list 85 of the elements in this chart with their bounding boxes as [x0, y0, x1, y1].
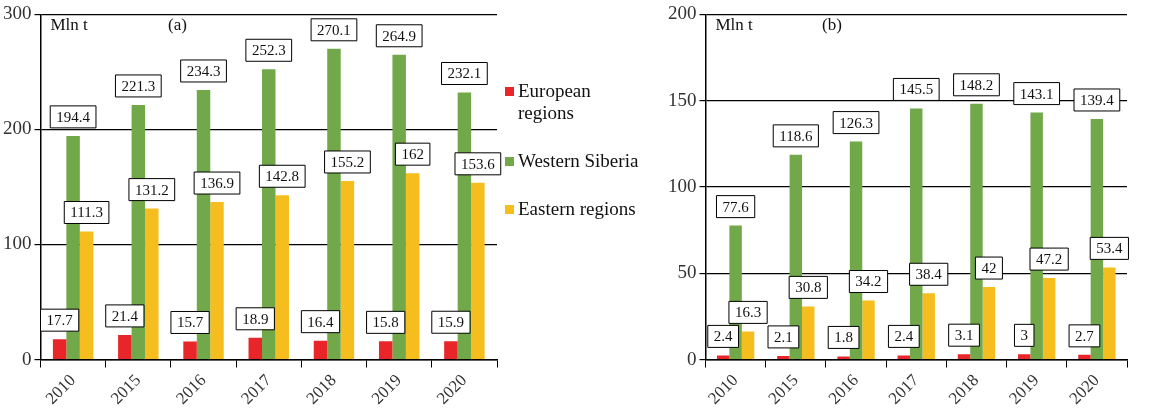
- y-tick-label: 0: [22, 347, 32, 369]
- bar: [1103, 267, 1116, 359]
- data-label: 131.2: [134, 181, 169, 198]
- bar: [52, 339, 67, 359]
- data-label: 162: [401, 146, 424, 163]
- y-tick-label: 50: [677, 261, 697, 283]
- bar: [802, 306, 815, 359]
- data-label: 38.4: [915, 266, 943, 283]
- bar: [248, 337, 263, 359]
- data-label: 143.1: [1019, 85, 1054, 102]
- legend-label: Western Siberia: [518, 150, 639, 172]
- y-tick-label: 150: [668, 88, 697, 110]
- data-label: 252.3: [251, 42, 286, 59]
- y-tick-label: 100: [3, 232, 32, 254]
- data-label: 15.8: [372, 314, 399, 331]
- bar: [79, 231, 94, 359]
- y-tick-label: 0: [687, 347, 697, 369]
- legend-label: European regions: [518, 80, 592, 124]
- bar: [210, 202, 224, 359]
- bar: [922, 293, 935, 359]
- bar: [378, 341, 393, 359]
- data-label: 47.2: [1036, 251, 1063, 268]
- y-tick-label: 300: [3, 2, 32, 24]
- y-axis-title: Mln t: [715, 15, 754, 35]
- bar: [777, 355, 790, 359]
- data-label: 139.4: [1080, 91, 1115, 108]
- bar: [1018, 354, 1031, 359]
- data-label: 15.7: [176, 314, 204, 331]
- y-tick-label: 200: [668, 2, 697, 24]
- bar: [982, 287, 996, 359]
- data-label: 264.9: [382, 27, 417, 44]
- data-label: 145.5: [899, 81, 934, 98]
- data-label: 3: [1020, 327, 1028, 344]
- data-label: 16.4: [307, 313, 335, 330]
- data-label: 16.3: [734, 304, 762, 321]
- bar: [405, 173, 420, 359]
- bar: [897, 355, 911, 359]
- data-label: 234.3: [186, 62, 221, 79]
- data-label: 126.3: [839, 114, 873, 131]
- data-label: 18.9: [242, 310, 269, 327]
- data-label: 2.1: [774, 328, 793, 345]
- bar: [957, 354, 971, 359]
- data-label: 270.1: [317, 21, 351, 38]
- data-label: 1.8: [834, 329, 853, 346]
- data-label: 148.2: [959, 76, 994, 93]
- chart-title: (b): [822, 15, 842, 35]
- bar: [313, 340, 328, 359]
- bar: [275, 195, 289, 359]
- data-label: 111.3: [70, 204, 103, 221]
- data-label: 136.9: [200, 174, 234, 191]
- bar: [145, 208, 159, 359]
- data-label: 3.1: [954, 327, 974, 344]
- y-axis-title: Mln t: [50, 15, 89, 35]
- data-label: 194.4: [56, 108, 91, 125]
- bar: [862, 300, 875, 359]
- chart-title: (a): [168, 15, 187, 35]
- data-label: 77.6: [722, 198, 750, 215]
- data-label: 232.1: [447, 65, 482, 82]
- data-label: 118.6: [779, 127, 813, 144]
- bar: [444, 341, 458, 359]
- bar: [837, 356, 850, 359]
- data-label: 221.3: [121, 77, 156, 94]
- data-label: 2.4: [894, 328, 914, 345]
- bar: [471, 182, 485, 359]
- legend-label: Eastern regions: [518, 198, 636, 220]
- bar: [716, 355, 730, 359]
- data-label: 153.6: [461, 155, 496, 172]
- data-label: 2.4: [713, 328, 734, 345]
- data-label: 17.7: [46, 312, 74, 329]
- data-label: 21.4: [111, 307, 139, 324]
- data-label: 30.8: [795, 279, 822, 296]
- data-label: 53.4: [1096, 240, 1123, 257]
- data-label: 142.8: [265, 168, 300, 185]
- bar: [118, 334, 132, 359]
- y-tick-label: 200: [3, 117, 32, 139]
- data-label: 34.2: [855, 273, 882, 290]
- bar: [1042, 278, 1056, 359]
- data-label: 15.9: [437, 314, 465, 331]
- bar: [183, 341, 197, 359]
- data-label: 155.2: [330, 153, 365, 170]
- data-label: 2.7: [1075, 327, 1095, 344]
- bar: [340, 180, 355, 359]
- data-label: 42: [981, 259, 997, 276]
- y-tick-label: 100: [668, 174, 697, 196]
- bar: [1078, 354, 1091, 359]
